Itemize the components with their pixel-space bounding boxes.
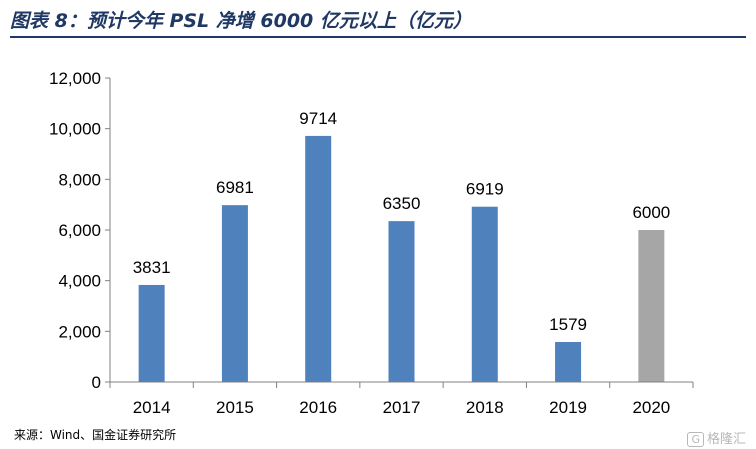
bar-2017	[388, 221, 415, 382]
data-labels: 3831 6981 9714 6350 6919 1579 6000	[133, 109, 671, 334]
bar-2015	[221, 205, 248, 382]
data-label-2019: 1579	[549, 315, 587, 334]
bar-2019	[555, 341, 582, 382]
data-label-2015: 6981	[216, 178, 254, 197]
bar-2014	[138, 284, 165, 382]
bars	[138, 135, 665, 382]
g-logo-icon: G	[687, 432, 704, 447]
source-note: 来源：Wind、国金证券研究所	[14, 428, 177, 442]
x-tick-label-2019: 2019	[549, 398, 587, 417]
x-tick-label-2016: 2016	[299, 398, 337, 417]
data-label-2018: 6919	[466, 180, 504, 199]
y-tick-label: 8,000	[58, 170, 101, 189]
x-tick-label-2014: 2014	[133, 398, 171, 417]
data-label-2020: 6000	[632, 203, 670, 222]
data-label-2014: 3831	[133, 258, 171, 277]
data-label-2016: 9714	[299, 109, 337, 128]
y-tick-label: 12,000	[49, 69, 101, 88]
y-axis: 0 2,000 4,000 6,000 8,000 10,000 12,000	[49, 69, 111, 392]
data-label-2017: 6350	[383, 194, 421, 213]
bar-2020	[638, 230, 665, 382]
y-tick-label: 4,000	[58, 272, 101, 291]
chart-title: 图表 8：预计今年 PSL 净增 6000 亿元以上（亿元）	[10, 6, 746, 38]
x-tick-label-2017: 2017	[383, 398, 421, 417]
watermark: G 格隆汇	[687, 428, 746, 447]
x-tick-label-2015: 2015	[216, 398, 254, 417]
y-tick-label: 6,000	[58, 221, 101, 240]
y-tick-label: 10,000	[49, 120, 101, 139]
x-tick-label-2020: 2020	[632, 398, 670, 417]
watermark-text: 格隆汇	[706, 432, 746, 447]
y-tick-label: 2,000	[58, 322, 101, 341]
x-axis: 2014 2015 2016 2017 2018 2019 2020	[109, 381, 694, 417]
x-tick-label-2018: 2018	[466, 398, 504, 417]
y-tick-label: 0	[92, 373, 101, 392]
bar-2016	[305, 135, 332, 382]
bar-2018	[471, 206, 498, 382]
